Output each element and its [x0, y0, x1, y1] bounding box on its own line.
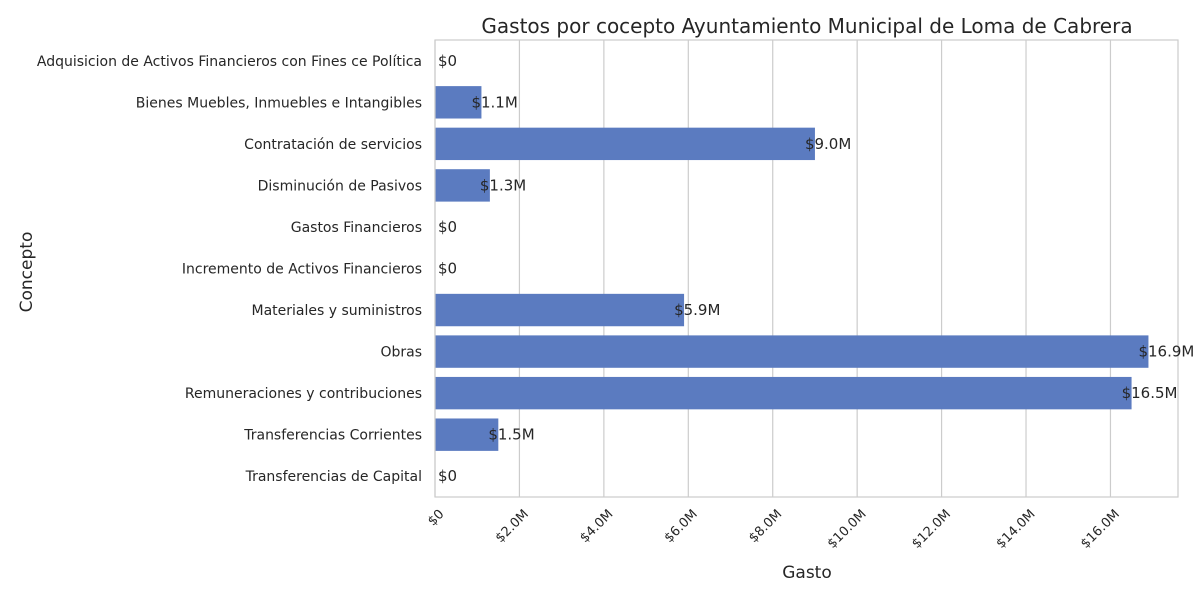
bar — [435, 169, 490, 202]
category-label: Gastos Financieros — [291, 220, 422, 236]
x-tick-label: $6.0M — [662, 507, 701, 546]
x-tick-labels: $0 $2.0M $4.0M $6.0M $8.0M $10.0M $12.0M $14.0M… — [425, 507, 1123, 552]
data-label: $16.5M — [1122, 384, 1178, 402]
x-tick-label: $16.0M — [1078, 507, 1123, 552]
x-axis-title: Gasto — [782, 563, 832, 583]
x-tick-label: $0 — [425, 507, 447, 529]
x-tick-label: $4.0M — [577, 507, 616, 546]
category-label: Remuneraciones y contribuciones — [185, 386, 422, 402]
data-label: $16.9M — [1138, 343, 1194, 361]
chart-title: Gastos por cocepto Ayuntamiento Municipa… — [481, 14, 1132, 38]
category-labels: Adquisicion de Activos Financieros con F… — [37, 54, 422, 485]
x-tick-label: $10.0M — [825, 507, 870, 552]
bar — [435, 335, 1149, 368]
category-label: Materiales y suministros — [251, 303, 422, 319]
bar — [435, 418, 499, 451]
category-label: Contratación de servicios — [244, 137, 422, 153]
category-label: Obras — [380, 345, 422, 361]
data-label: $0 — [438, 260, 457, 278]
plot-frame — [434, 39, 1179, 498]
bar — [435, 293, 685, 327]
x-tick-label: $8.0M — [746, 507, 785, 546]
data-label: $1.1M — [471, 93, 517, 111]
data-label: $1.3M — [480, 176, 526, 194]
data-label: $0 — [438, 218, 457, 236]
grid-layer — [434, 40, 1112, 497]
x-tick-label: $2.0M — [493, 507, 532, 546]
data-label: $5.9M — [674, 301, 720, 319]
data-label: $0 — [438, 467, 457, 485]
category-label: Disminución de Pasivos — [258, 178, 422, 194]
data-label: $1.5M — [488, 426, 534, 444]
data-labels: $0 $1.1M $9.0M $1.3M $0 $0 $5.9M $16.9M $16.5M $1… — [438, 52, 1194, 485]
category-label: Incremento de Activos Financieros — [182, 262, 422, 278]
x-tick-label: $12.0M — [909, 507, 954, 552]
bar — [435, 86, 482, 119]
bar — [435, 127, 815, 161]
data-label: $0 — [438, 52, 457, 70]
data-label: $9.0M — [805, 135, 851, 153]
category-label: Bienes Muebles, Inmuebles e Intangibles — [136, 95, 422, 111]
category-label: Transferencias Corrientes — [243, 428, 422, 444]
bar-layer — [435, 86, 1149, 451]
y-axis-title: Concepto — [17, 232, 37, 313]
bar — [435, 376, 1132, 410]
category-label: Transferencias de Capital — [245, 469, 422, 485]
x-tick-label: $14.0M — [994, 507, 1039, 552]
category-label: Adquisicion de Activos Financieros con F… — [37, 54, 422, 70]
